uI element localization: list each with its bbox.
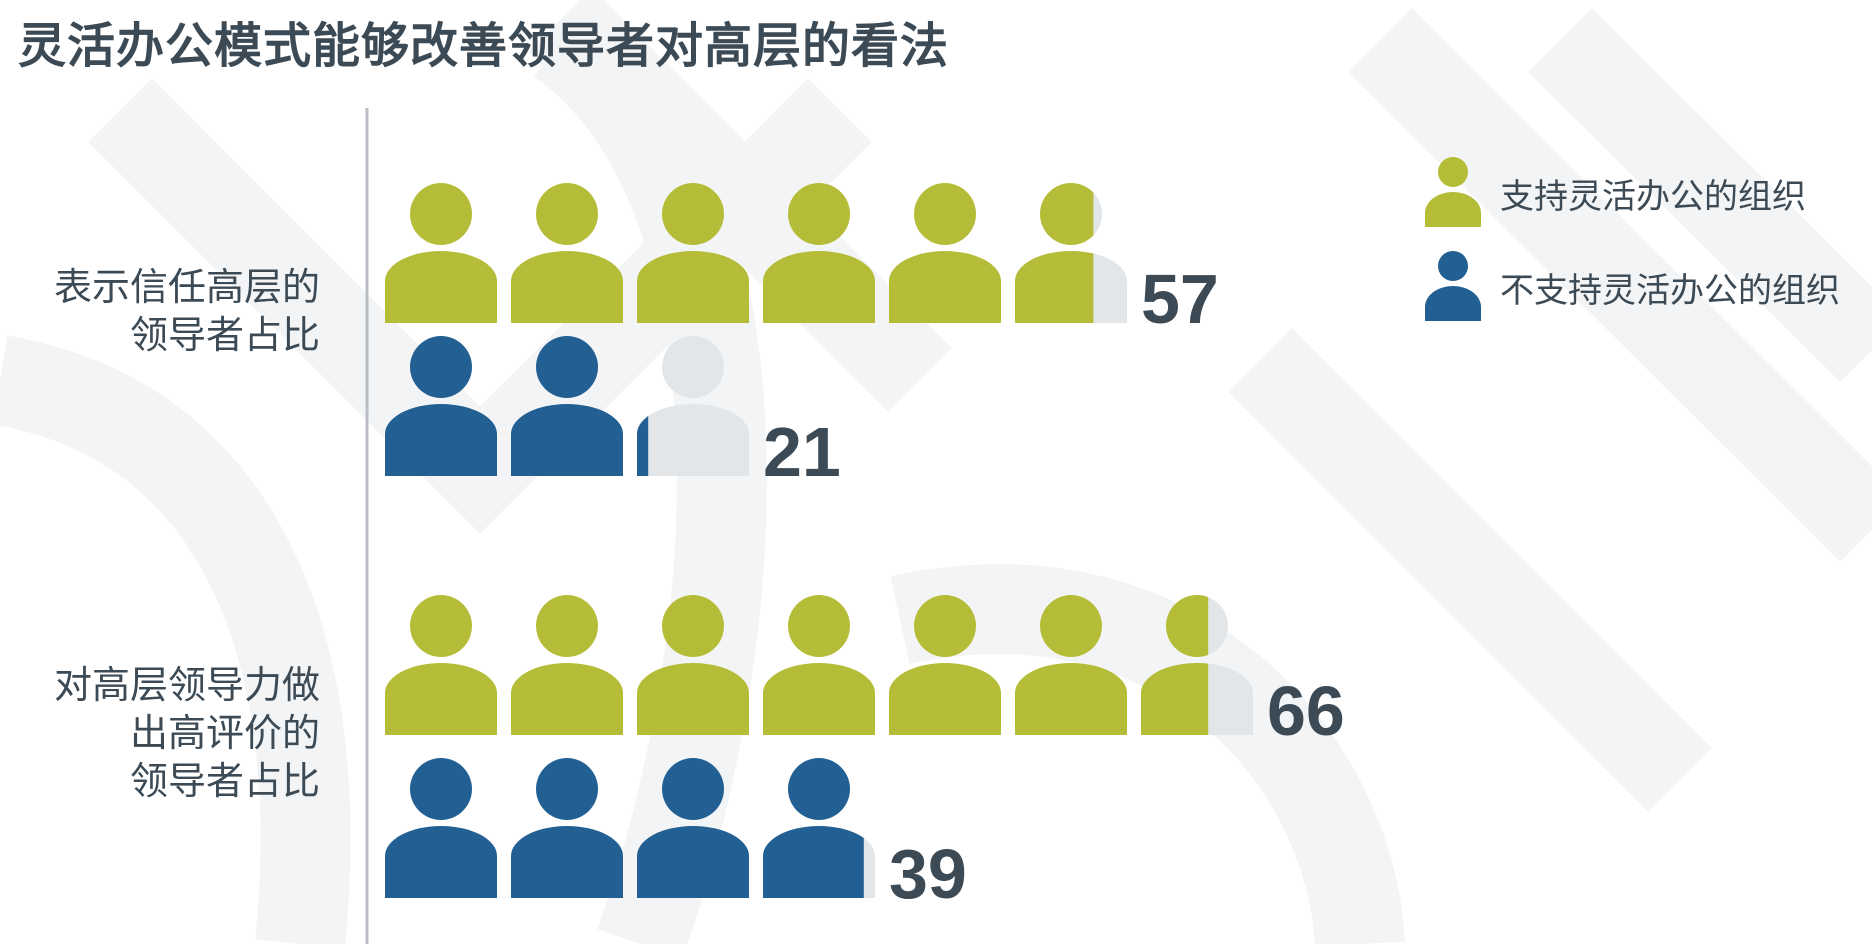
person-icon (1141, 595, 1253, 735)
person-icon (511, 758, 623, 898)
category-label-leadership: 对高层领导力做 出高评价的 领导者占比 (54, 661, 320, 805)
person-icon (763, 758, 875, 898)
person-icon (385, 183, 497, 323)
category-label-line: 领导者占比 (129, 759, 320, 803)
person-icon (511, 595, 623, 735)
data-label: 66 (1267, 672, 1345, 750)
category-label-line: 对高层领导力做 (53, 663, 320, 707)
legend-label: 不支持灵活办公的组织 (1500, 271, 1840, 311)
category-label-line: 领导者占比 (129, 313, 320, 357)
person-icon (763, 595, 875, 735)
legend-label: 支持灵活办公的组织 (1500, 177, 1806, 217)
person-icon (637, 595, 749, 735)
person-icon (889, 595, 1001, 735)
person-icon (1015, 183, 1127, 323)
category-label-line: 表示信任高层的 (53, 265, 320, 309)
person-icon (637, 336, 749, 476)
person-icon (385, 595, 497, 735)
person-icon (1425, 157, 1481, 227)
person-icon (511, 183, 623, 323)
data-label: 57 (1141, 260, 1219, 338)
person-icon (637, 183, 749, 323)
person-icon (637, 758, 749, 898)
person-icon (763, 183, 875, 323)
category-label-trust: 表示信任高层的 领导者占比 (54, 263, 320, 359)
person-icon (385, 336, 497, 476)
data-label: 39 (889, 835, 967, 913)
person-icon (1425, 251, 1481, 321)
page-title: 灵活办公模式能够改善领导者对高层的看法 (18, 18, 950, 74)
category-label-line: 出高评价的 (129, 711, 320, 755)
person-icon (511, 336, 623, 476)
person-icon (889, 183, 1001, 323)
person-icon (1015, 595, 1127, 735)
person-icon (385, 758, 497, 898)
data-label: 21 (763, 413, 841, 491)
